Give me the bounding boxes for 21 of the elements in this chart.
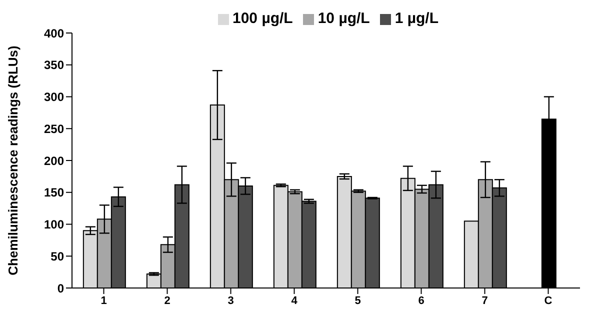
y-tick-label: 50 <box>50 249 64 264</box>
x-tick-label: 6 <box>418 294 424 307</box>
y-tick-label: 250 <box>44 122 64 136</box>
y-tick-label: 300 <box>44 90 64 104</box>
y-tick-label: 400 <box>44 26 64 40</box>
x-tick-label: 7 <box>482 294 488 307</box>
x-tick-label: 4 <box>291 294 298 307</box>
y-tick-label: 150 <box>44 186 64 200</box>
x-tick-label: 5 <box>354 294 361 307</box>
x-tick-label: 2 <box>164 294 170 307</box>
y-tick-label: 100 <box>44 218 64 232</box>
legend-label: 1 µg/L <box>394 10 438 27</box>
legend-label: 100 µg/L <box>232 10 293 27</box>
y-tick-label: 0 <box>57 281 64 296</box>
legend-label: 10 µg/L <box>318 10 370 27</box>
x-tick-label: 3 <box>228 294 234 307</box>
x-tick-label: C <box>544 294 552 307</box>
y-axis-title: Chemiluminescence readings (RLUs) <box>6 46 21 276</box>
x-tick-label: 1 <box>100 294 107 307</box>
y-tick-label: 200 <box>44 154 64 168</box>
y-tick-label: 350 <box>44 58 64 72</box>
